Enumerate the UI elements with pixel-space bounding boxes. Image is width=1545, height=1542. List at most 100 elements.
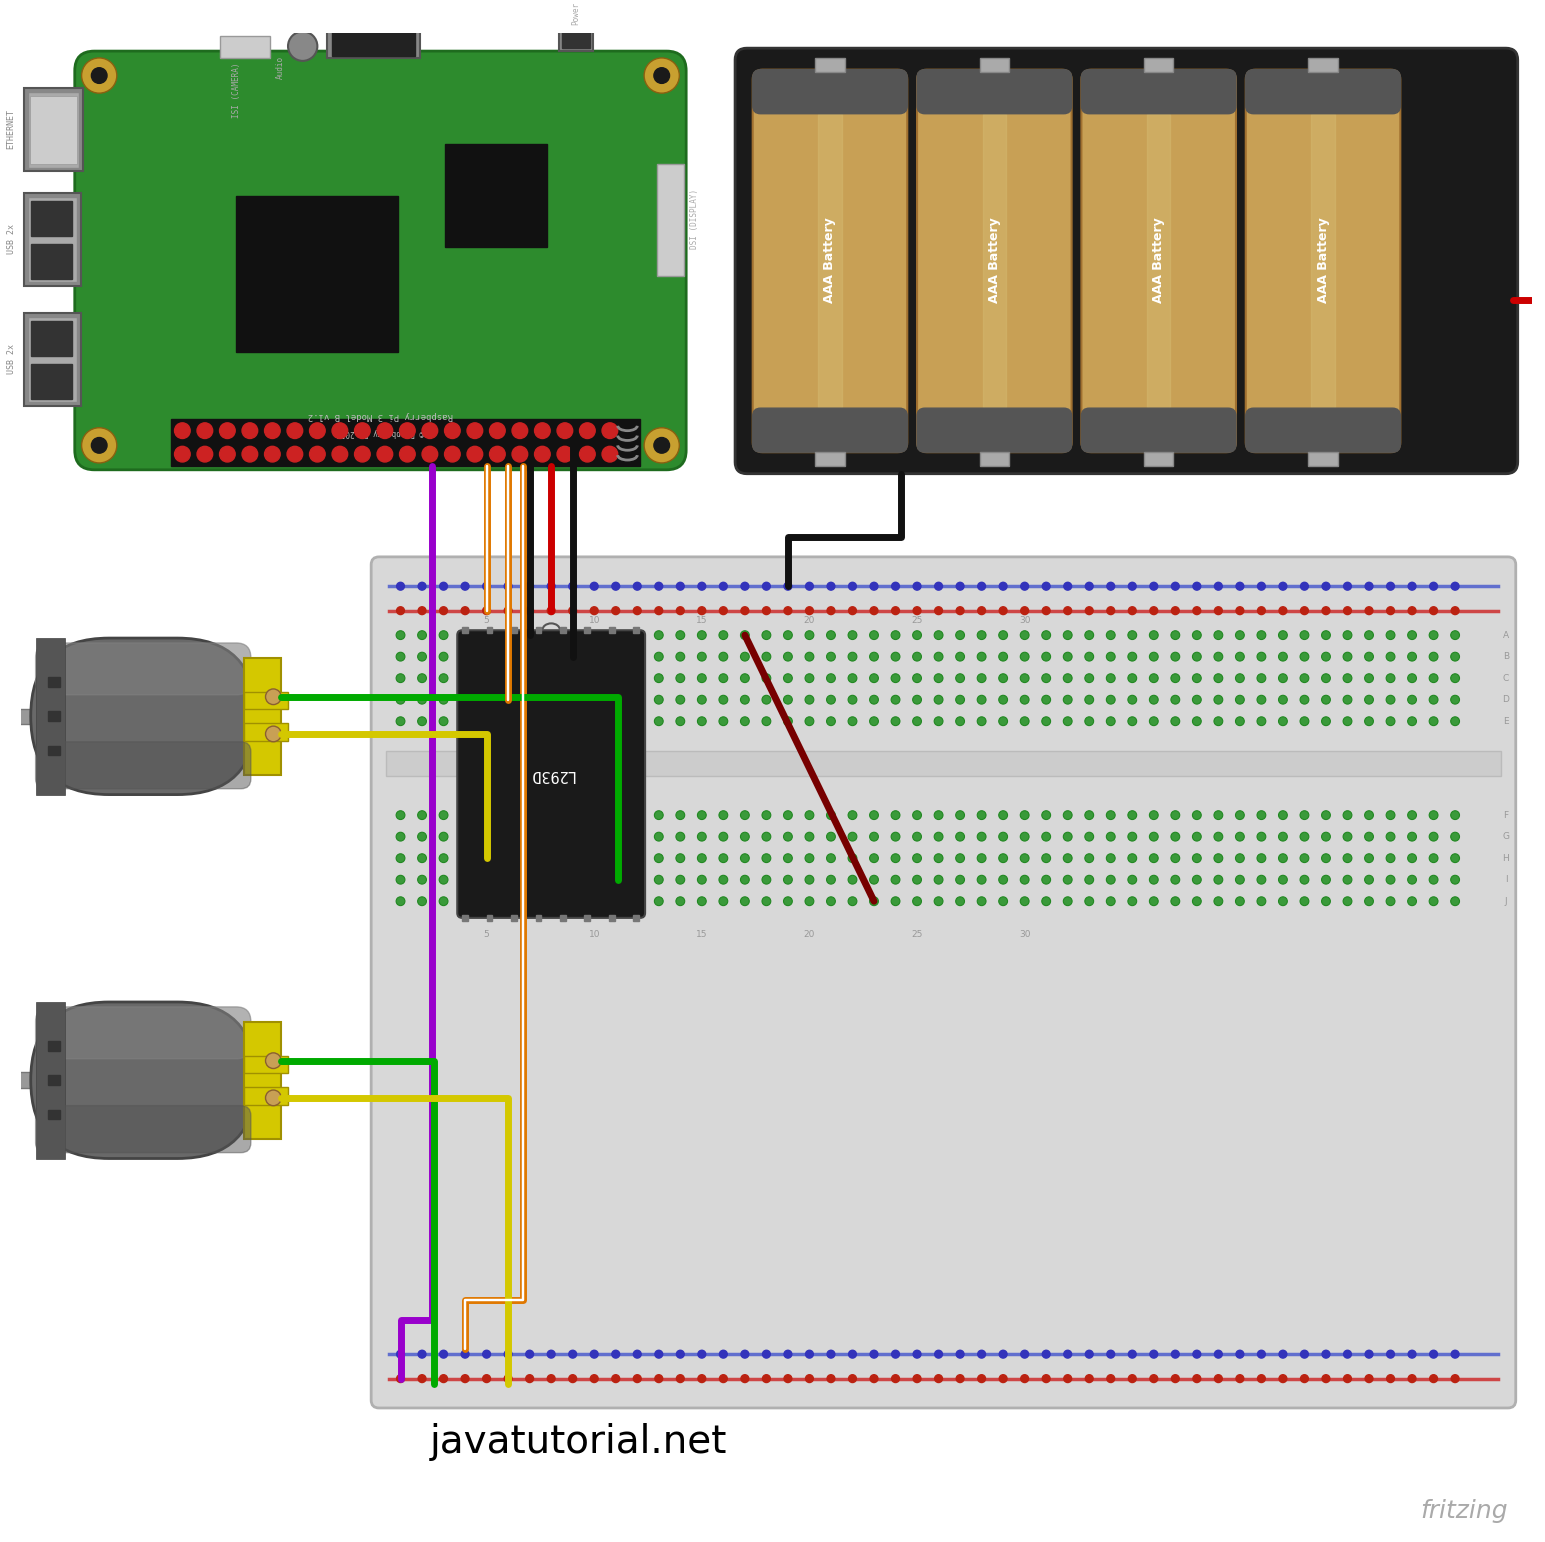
- Circle shape: [422, 423, 437, 438]
- Circle shape: [675, 695, 684, 705]
- Circle shape: [482, 833, 491, 840]
- Text: 25: 25: [912, 615, 922, 625]
- Circle shape: [396, 631, 405, 640]
- Circle shape: [935, 583, 942, 591]
- Bar: [1143, 59, 1173, 71]
- Circle shape: [569, 897, 578, 905]
- Circle shape: [1193, 811, 1202, 819]
- Circle shape: [440, 606, 448, 615]
- Circle shape: [1106, 717, 1115, 726]
- Circle shape: [827, 854, 836, 862]
- Circle shape: [978, 606, 986, 615]
- Circle shape: [417, 695, 426, 705]
- Circle shape: [655, 583, 663, 591]
- Circle shape: [460, 695, 470, 705]
- Circle shape: [1343, 854, 1352, 862]
- Circle shape: [569, 833, 578, 840]
- Circle shape: [697, 652, 706, 662]
- Circle shape: [633, 652, 641, 662]
- Circle shape: [612, 583, 620, 591]
- Circle shape: [675, 854, 684, 862]
- Bar: [1146, 114, 1171, 409]
- Circle shape: [1366, 1375, 1374, 1383]
- Circle shape: [633, 717, 641, 726]
- Circle shape: [612, 876, 620, 884]
- Circle shape: [603, 423, 618, 438]
- Circle shape: [1085, 674, 1094, 683]
- Circle shape: [740, 631, 749, 640]
- Circle shape: [482, 854, 491, 862]
- Circle shape: [397, 606, 405, 615]
- Circle shape: [913, 695, 921, 705]
- Circle shape: [1343, 897, 1352, 905]
- Circle shape: [720, 583, 728, 591]
- Circle shape: [397, 1375, 405, 1383]
- Circle shape: [1149, 695, 1159, 705]
- Circle shape: [417, 833, 426, 840]
- Circle shape: [1020, 695, 1029, 705]
- Circle shape: [891, 674, 899, 683]
- Circle shape: [1429, 1351, 1437, 1359]
- Circle shape: [1258, 854, 1265, 862]
- Circle shape: [697, 631, 706, 640]
- Circle shape: [978, 811, 986, 819]
- Circle shape: [870, 1375, 878, 1383]
- Circle shape: [1279, 717, 1287, 726]
- Circle shape: [612, 854, 620, 862]
- Circle shape: [848, 1375, 856, 1383]
- Circle shape: [891, 811, 899, 819]
- Circle shape: [1214, 1375, 1222, 1383]
- Circle shape: [805, 583, 813, 591]
- Circle shape: [1299, 876, 1309, 884]
- Circle shape: [460, 833, 470, 840]
- Circle shape: [1258, 606, 1265, 615]
- Circle shape: [1451, 606, 1458, 615]
- Circle shape: [1214, 583, 1222, 591]
- Circle shape: [525, 811, 535, 819]
- Circle shape: [460, 674, 470, 683]
- Circle shape: [783, 652, 793, 662]
- Circle shape: [1236, 631, 1244, 640]
- Circle shape: [612, 1351, 620, 1359]
- Circle shape: [1063, 631, 1072, 640]
- Circle shape: [1236, 833, 1244, 840]
- Bar: [462, 628, 468, 634]
- Circle shape: [978, 854, 986, 862]
- Circle shape: [1043, 583, 1051, 591]
- Bar: [536, 628, 541, 634]
- Circle shape: [655, 876, 663, 884]
- Circle shape: [1021, 583, 1029, 591]
- Circle shape: [612, 606, 620, 615]
- Circle shape: [1041, 811, 1051, 819]
- Circle shape: [805, 897, 814, 905]
- Circle shape: [1258, 583, 1265, 591]
- Circle shape: [266, 726, 281, 742]
- FancyBboxPatch shape: [36, 742, 250, 788]
- Circle shape: [654, 438, 669, 453]
- Circle shape: [848, 652, 857, 662]
- Circle shape: [762, 897, 771, 905]
- Circle shape: [439, 695, 448, 705]
- Circle shape: [482, 717, 491, 726]
- Circle shape: [82, 59, 117, 93]
- Circle shape: [396, 833, 405, 840]
- Circle shape: [569, 652, 578, 662]
- Circle shape: [1364, 652, 1374, 662]
- Circle shape: [1063, 811, 1072, 819]
- FancyBboxPatch shape: [371, 557, 1516, 1408]
- Circle shape: [1171, 833, 1180, 840]
- Circle shape: [720, 606, 728, 615]
- Circle shape: [264, 446, 280, 463]
- Circle shape: [1063, 717, 1072, 726]
- Circle shape: [525, 674, 535, 683]
- Circle shape: [1366, 606, 1374, 615]
- Circle shape: [998, 811, 1007, 819]
- Circle shape: [763, 606, 771, 615]
- Circle shape: [612, 833, 620, 840]
- Circle shape: [445, 423, 460, 438]
- Text: AAA Battery: AAA Battery: [823, 217, 836, 304]
- Circle shape: [525, 876, 535, 884]
- Circle shape: [504, 631, 513, 640]
- Circle shape: [1000, 1351, 1007, 1359]
- Circle shape: [1128, 606, 1136, 615]
